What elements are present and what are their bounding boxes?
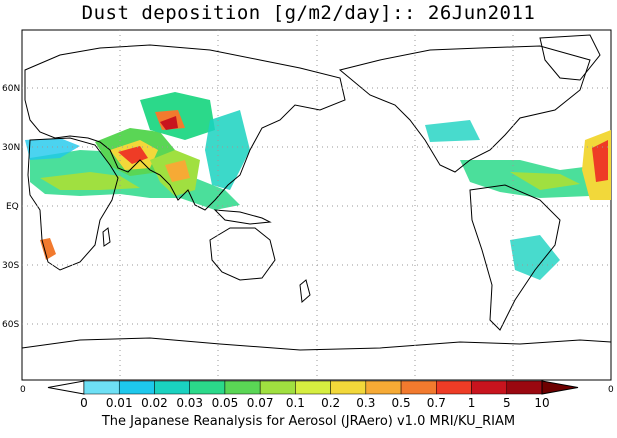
colorbar-box (436, 380, 472, 395)
colorbar-level-label: 0.02 (141, 396, 168, 410)
colorbar-level-label: 0.3 (356, 396, 375, 410)
dust-band-sahel (30, 150, 240, 210)
new-zealand-outline (299, 279, 311, 304)
colorbar-box (330, 380, 367, 395)
dust-south-america (510, 235, 560, 280)
colorbar-level-label: 0.05 (212, 396, 239, 410)
dust-caribbean-core (510, 172, 580, 190)
colorbar-level-label: 0.7 (427, 396, 446, 410)
footer-credit: The Japanese Reanalysis for Aerosol (JRA… (101, 414, 516, 429)
colorbar-box (154, 380, 190, 395)
africa-outline (27, 137, 119, 271)
colorbar-level-label: 10 (534, 396, 549, 410)
colorbar-box (400, 380, 437, 395)
lat-label-60n: 60N (2, 84, 20, 94)
colorbar-box (118, 380, 155, 395)
eurasia-outline (24, 44, 346, 211)
colorbar-level-label: 0.03 (176, 396, 203, 410)
colorbar: 0 0.01 0.02 0.03 0.05 0.07 0.1 0.2 0.3 0.5 0.7 1 5 10 (47, 380, 579, 410)
colorbar-level-label: 1 (468, 396, 476, 410)
north-america-outline (338, 45, 591, 173)
colorbar-level-label: 0.07 (247, 396, 274, 410)
colorbar-level-label: 0 (80, 396, 88, 410)
colorbar-box (365, 380, 402, 395)
colorbar-arrow-high (541, 380, 579, 395)
colorbar-arrow-low (47, 380, 85, 395)
latitude-labels: 60N 30N EQ 30S 60S (2, 84, 20, 330)
colorbar-level-label: 0.2 (321, 396, 340, 410)
lat-label-60s: 60S (2, 320, 19, 330)
colorbar-level-label: 0.1 (286, 396, 305, 410)
dust-southern-africa (40, 238, 56, 260)
map-title: Dust deposition [g/m2/day]:: 26Jun2011 (81, 2, 536, 24)
colorbar-box (189, 380, 226, 395)
colorbar-box (83, 380, 120, 395)
south-america-outline (469, 184, 561, 331)
dust-band-atlantic (25, 138, 80, 160)
colorbar-level-label: 0.5 (392, 396, 411, 410)
dust-band-sahel-inner (40, 172, 140, 190)
colorbar-box (471, 380, 508, 395)
dust-north-america (425, 120, 480, 142)
dust-atlantic-east-hot (592, 140, 608, 182)
indonesia-outline (213, 209, 272, 225)
dust-india-core (165, 160, 190, 182)
colorbar-box (224, 380, 261, 395)
lat-label-30n: 30N (2, 143, 20, 153)
right-edge-label: 0 (608, 385, 614, 395)
coastlines (21, 34, 612, 351)
colorbar-box (259, 380, 296, 395)
dust-arabia-hot (118, 146, 148, 164)
dust-taklamakan-hot (160, 116, 178, 130)
greenland-outline (539, 34, 601, 81)
colorbar-box (295, 380, 331, 395)
lat-label-eq: EQ (6, 202, 19, 212)
antarctica-outline (21, 337, 612, 351)
colorbar-box (506, 380, 543, 395)
australia-outline (209, 227, 276, 281)
left-edge-label: 0 (20, 385, 26, 395)
colorbar-level-label: 5 (503, 396, 511, 410)
colorbar-level-label: 0.01 (106, 396, 133, 410)
madagascar-outline (102, 227, 111, 247)
dust-east-asia (205, 110, 250, 190)
lat-label-30s: 30S (2, 261, 19, 271)
gridlines (22, 30, 611, 380)
